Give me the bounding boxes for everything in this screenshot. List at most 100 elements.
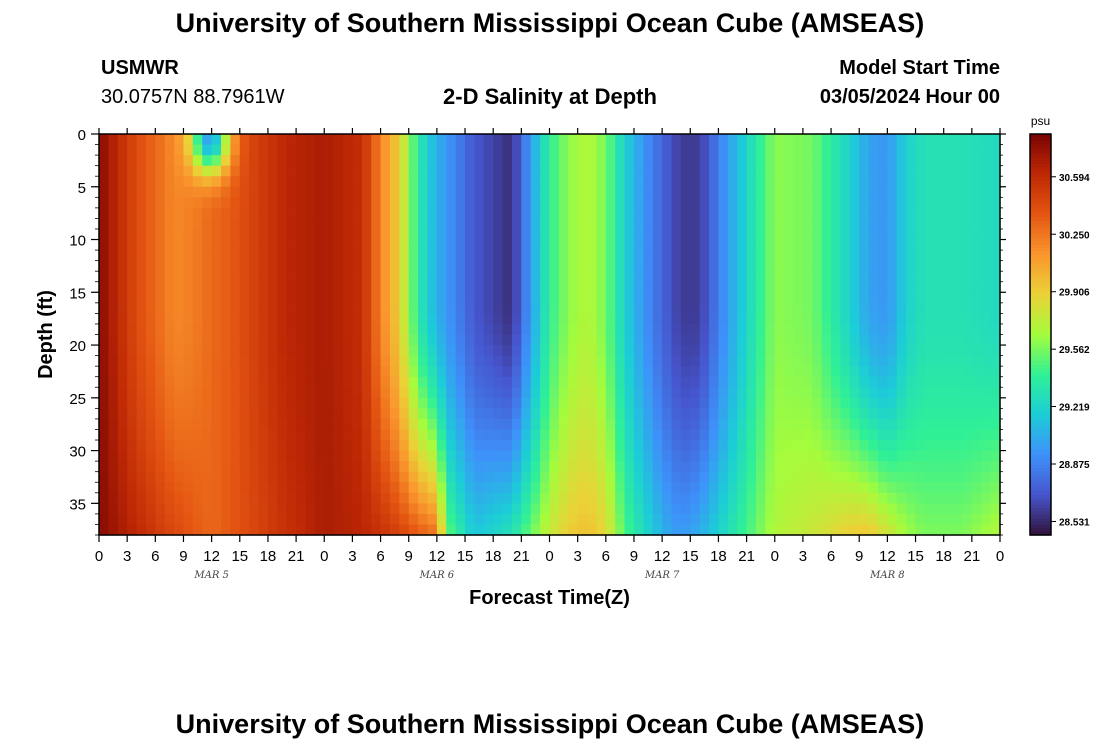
heatmap-cell [558, 155, 569, 167]
heatmap-cell [446, 271, 457, 283]
heatmap-cell [633, 503, 644, 515]
colorbar-cell [1030, 247, 1051, 252]
heatmap-cell [408, 345, 419, 357]
heatmap-cell [511, 197, 522, 209]
heatmap-cell [990, 323, 1001, 336]
heatmap-cell [361, 461, 372, 473]
heatmap-cell [436, 165, 447, 177]
heatmap-cell [455, 302, 466, 314]
heatmap-cell [906, 281, 917, 293]
heatmap-cell [558, 418, 569, 431]
heatmap-cell [296, 492, 307, 504]
heatmap-cell [887, 207, 898, 220]
heatmap-cell [465, 281, 476, 293]
heatmap-cell [652, 408, 663, 420]
heatmap-cell [774, 524, 785, 536]
heatmap-cell [221, 155, 231, 167]
heatmap-cell [221, 260, 231, 272]
heatmap-cell [784, 323, 795, 336]
heatmap-cell [408, 260, 419, 272]
heatmap-cell [746, 387, 757, 399]
heatmap-cell [755, 197, 766, 209]
heatmap-cell [849, 281, 860, 293]
heatmap-cell [737, 292, 748, 304]
heatmap-cell [483, 440, 494, 452]
heatmap-cell [436, 408, 447, 420]
heatmap-cell [990, 429, 1001, 441]
heatmap-cell [314, 271, 325, 283]
heatmap-cell [408, 482, 419, 494]
heatmap-cell [108, 134, 119, 146]
heatmap-cell [821, 482, 832, 494]
heatmap-cell [709, 513, 720, 526]
heatmap-cell [802, 313, 813, 325]
heatmap-cell [596, 239, 607, 251]
heatmap-cell [596, 492, 607, 504]
heatmap-cell [427, 302, 438, 314]
heatmap-cell [352, 176, 363, 188]
heatmap-cell [305, 366, 316, 378]
heatmap-cell [971, 144, 982, 156]
heatmap-cell [249, 524, 260, 536]
heatmap-cell [502, 176, 513, 188]
heatmap-cell [399, 355, 410, 367]
heatmap-cell [127, 176, 138, 188]
heatmap-cell [117, 260, 128, 272]
heatmap-cell [877, 461, 888, 473]
heatmap-cell [211, 281, 222, 293]
colorbar-cell [1030, 428, 1051, 433]
heatmap-cell [671, 155, 682, 167]
heatmap-cell [568, 524, 579, 536]
heatmap-cell [418, 482, 429, 494]
heatmap-cell [277, 281, 288, 293]
heatmap-cell [493, 366, 504, 378]
heatmap-cell [568, 207, 579, 220]
heatmap-cell [971, 408, 982, 420]
heatmap-cell [474, 260, 485, 272]
heatmap-cell [690, 165, 701, 177]
heatmap-cell [690, 186, 701, 198]
heatmap-cell [568, 250, 579, 262]
heatmap-cell [267, 176, 278, 188]
heatmap-cell [164, 134, 175, 146]
heatmap-cell [361, 155, 372, 167]
heatmap-cell [577, 482, 588, 494]
heatmap-cell [953, 144, 964, 156]
heatmap-cell [727, 144, 738, 156]
heatmap-cell [680, 144, 691, 156]
heatmap-cell [746, 418, 757, 431]
heatmap-cell [549, 513, 560, 526]
heatmap-cell [821, 440, 832, 452]
x-tick-label: 12 [654, 548, 671, 565]
heatmap-cell [699, 366, 710, 378]
heatmap-cell [502, 313, 513, 325]
heatmap-cell [99, 345, 109, 357]
heatmap-cell [953, 408, 964, 420]
heatmap-cell [361, 397, 372, 409]
heatmap-cell [174, 176, 185, 188]
heatmap-cell [727, 207, 738, 220]
heatmap-cell [221, 408, 231, 420]
heatmap-cell [774, 302, 785, 314]
heatmap-cell [258, 260, 269, 272]
heatmap-cell [568, 260, 579, 272]
heatmap-cell [474, 250, 485, 262]
heatmap-cell [934, 197, 945, 209]
heatmap-cell [774, 176, 785, 188]
heatmap-cell [493, 376, 504, 388]
heatmap-cell [831, 513, 842, 526]
heatmap-cell [427, 440, 438, 452]
heatmap-cell [877, 186, 888, 198]
heatmap-cell [164, 524, 175, 536]
heatmap-cell [859, 228, 870, 241]
heatmap-cell [718, 186, 729, 198]
heatmap-cell [568, 450, 579, 462]
heatmap-cell [680, 397, 691, 409]
heatmap-cell [343, 260, 354, 272]
heatmap-cell [680, 260, 691, 272]
heatmap-cell [746, 482, 757, 494]
heatmap-cell [971, 376, 982, 388]
heatmap-cell [446, 207, 457, 220]
heatmap-cell [183, 165, 194, 177]
heatmap-cell [202, 471, 213, 483]
